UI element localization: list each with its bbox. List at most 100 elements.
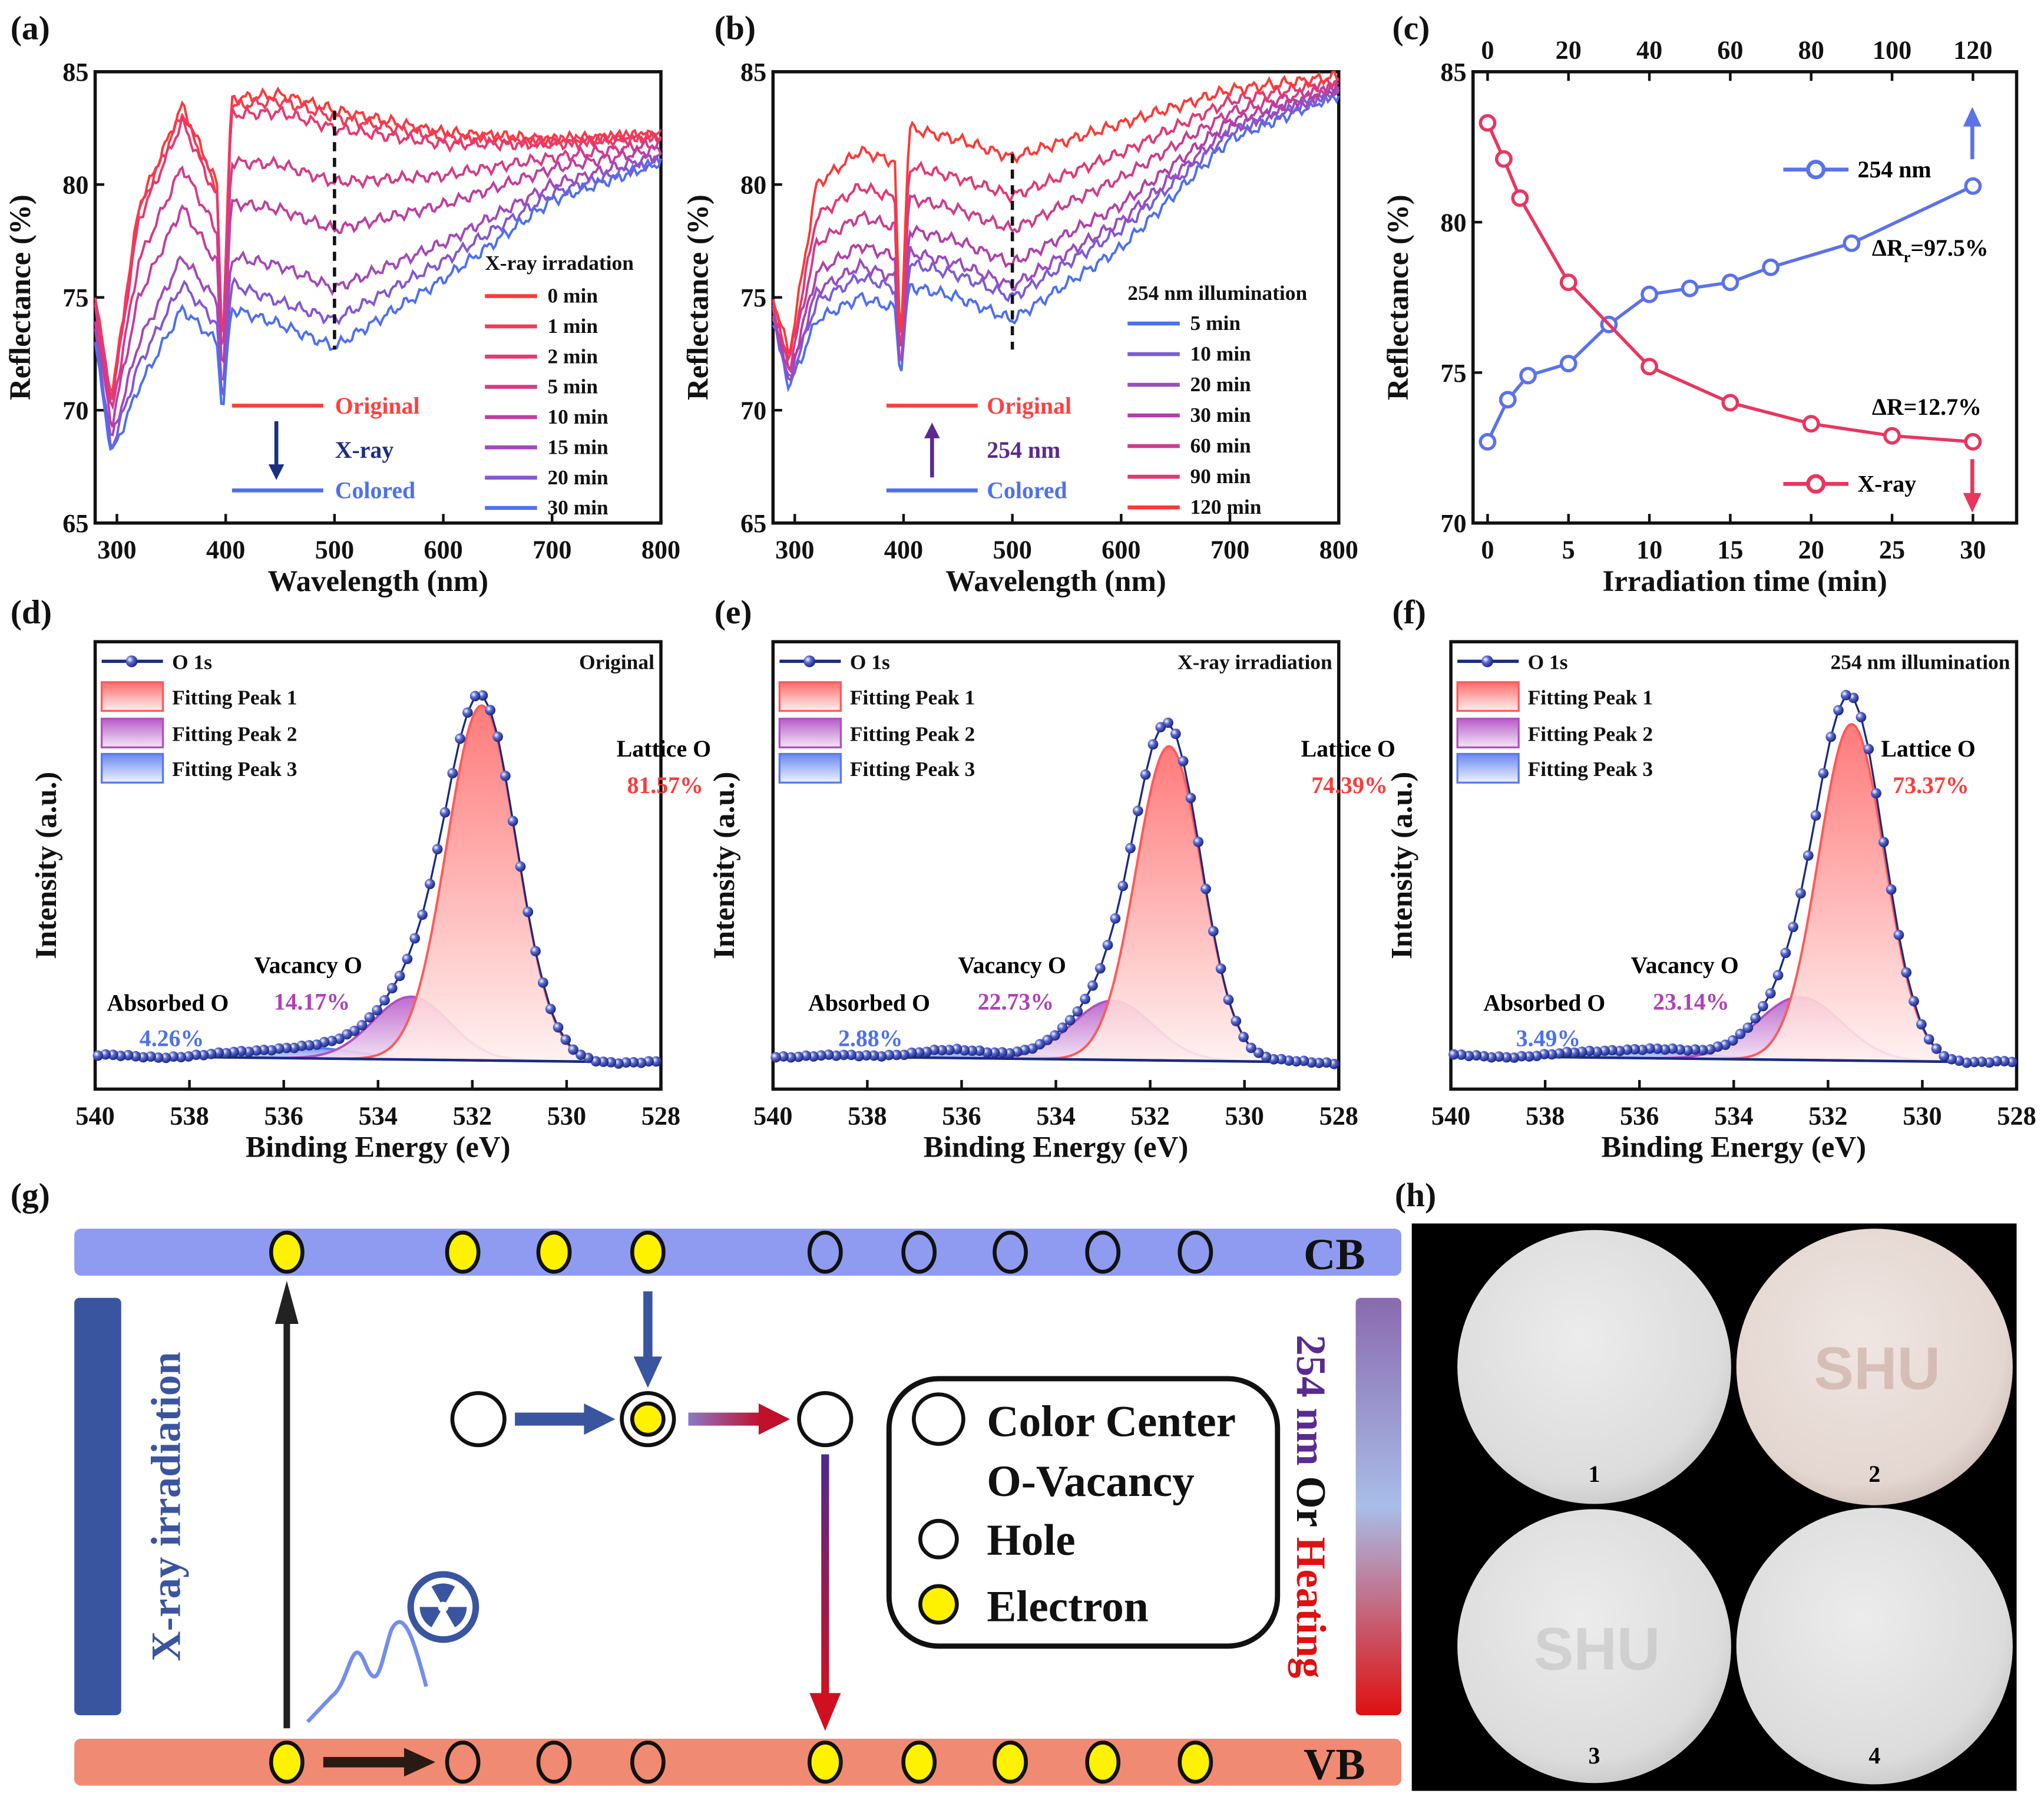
legend-entry: 10 min bbox=[547, 405, 608, 428]
o1s-data-point bbox=[311, 1039, 322, 1050]
o1s-data-point bbox=[1727, 1035, 1738, 1046]
o1s-data-point bbox=[469, 691, 481, 702]
legend-entry: 30 min bbox=[1190, 403, 1251, 427]
data-point bbox=[1721, 273, 1739, 292]
o1s-data-point bbox=[576, 1049, 586, 1061]
y-tick-label: 65 bbox=[62, 509, 88, 538]
o1s-data-point bbox=[1050, 1030, 1060, 1041]
o1s-data-point bbox=[1314, 1058, 1324, 1068]
data-point bbox=[1883, 427, 1901, 445]
legend-peak-swatch bbox=[1456, 681, 1520, 712]
panel-b-annotations: 254 nm illumination Original 254 nm Colo… bbox=[886, 281, 1307, 504]
x-tick-label: 600 bbox=[424, 535, 462, 564]
o1s-data-point bbox=[1493, 1051, 1504, 1062]
x-tick-label: 10 bbox=[1636, 535, 1662, 564]
diagram-legend bbox=[886, 1376, 1281, 1649]
o1s-data-point bbox=[402, 953, 413, 965]
o1s-data-point bbox=[447, 768, 458, 779]
x-tick-label: 532 bbox=[1808, 1101, 1847, 1130]
o1s-data-point bbox=[356, 1020, 368, 1031]
legend-entry: 20 min bbox=[1190, 372, 1251, 396]
cb-hole bbox=[901, 1230, 937, 1274]
o1s-data-point bbox=[432, 844, 443, 855]
y-tick-label: 80 bbox=[740, 171, 766, 200]
x-tick-label: 532 bbox=[453, 1101, 492, 1130]
data-point bbox=[1499, 391, 1517, 409]
arrowhead bbox=[268, 464, 285, 480]
cb-hole bbox=[1178, 1230, 1213, 1274]
legend-color-center-icon bbox=[912, 1392, 965, 1446]
vb-electron bbox=[269, 1740, 305, 1784]
arrowhead bbox=[404, 1748, 436, 1777]
o1s-data-point bbox=[160, 1052, 171, 1064]
spectrum-10-min bbox=[94, 144, 662, 428]
o1s-data-point bbox=[1802, 850, 1814, 861]
x-axis-label: Wavelength (nm) bbox=[268, 565, 489, 598]
band-states bbox=[269, 1230, 1213, 1784]
o1s-data-point bbox=[1193, 836, 1204, 847]
o1s-data-point bbox=[1893, 929, 1904, 940]
o1s-data-point bbox=[1042, 1035, 1053, 1045]
legend-peak-2: Fitting Peak 2 bbox=[172, 722, 297, 745]
o1s-data-point bbox=[1825, 731, 1837, 742]
o1s-data-point bbox=[1200, 883, 1211, 894]
o1s-data-point bbox=[1871, 788, 1881, 799]
cb-hole bbox=[993, 1230, 1028, 1274]
o1s-data-point bbox=[1554, 1048, 1565, 1059]
panel-label-a: (a) bbox=[11, 9, 50, 47]
legend-color-center: Color Center bbox=[987, 1397, 1236, 1446]
vacancy-o-percent: 22.73% bbox=[978, 988, 1054, 1015]
legend-entry: 15 min bbox=[547, 435, 608, 458]
data-point bbox=[1559, 355, 1577, 373]
vacancy-o-percent: 23.14% bbox=[1653, 988, 1729, 1015]
arrowhead bbox=[274, 1280, 299, 1324]
absorbed-o-percent: 3.49% bbox=[1516, 1025, 1581, 1051]
o1s-data-point bbox=[1765, 988, 1776, 999]
legend-peak-swatch bbox=[100, 681, 164, 712]
o1s-data-point bbox=[236, 1046, 247, 1056]
o1s-data-point bbox=[1147, 739, 1159, 750]
panel-label-d: (d) bbox=[11, 594, 52, 631]
o1s-data-point bbox=[281, 1042, 292, 1053]
top-tick-label: 60 bbox=[1717, 36, 1743, 65]
o1s-data-point bbox=[989, 1047, 1000, 1058]
o1s-data-point bbox=[1087, 980, 1098, 991]
o1s-data-point bbox=[1923, 1034, 1934, 1045]
o1s-data-point bbox=[515, 861, 526, 872]
x-tick-label: 534 bbox=[1036, 1101, 1075, 1130]
chart-f: 540 538 536 534 532 530 528 Binding Energy (eV)… bbox=[1386, 640, 2036, 1164]
y-tick-label: 75 bbox=[62, 283, 88, 312]
y-tick-label: 75 bbox=[1440, 359, 1466, 388]
x-tick-label: 500 bbox=[315, 535, 354, 564]
data-point bbox=[1519, 366, 1537, 385]
o1s-data-point bbox=[1140, 769, 1151, 780]
legend-entry: 1 min bbox=[547, 314, 598, 338]
sample-disc-4 bbox=[1736, 1508, 2013, 1785]
recombination-arrow bbox=[821, 1454, 829, 1696]
o1s-data-point bbox=[1132, 805, 1143, 817]
o1s-data-point bbox=[289, 1042, 300, 1053]
o1s-data-point bbox=[1833, 705, 1844, 716]
legend-label-254nm: 254 nm bbox=[1858, 156, 1931, 183]
o1s-data-point bbox=[1546, 1049, 1557, 1060]
legend-marker bbox=[1806, 160, 1826, 180]
chart-a: 300 400 500 600 700 800 65 70 75 80 85 Wavelength (… bbox=[4, 58, 680, 598]
label-vacancy-o: Vacancy O bbox=[1630, 952, 1738, 978]
o1s-data-point bbox=[439, 807, 451, 818]
o1s-data-point bbox=[538, 977, 548, 988]
o1s-data-point bbox=[1094, 963, 1106, 974]
chart-d: 540 538 536 534 532 530 528 Binding Energy (eV)… bbox=[30, 640, 711, 1164]
x-tick-label: 400 bbox=[206, 535, 245, 564]
o1s-data-point bbox=[1531, 1051, 1542, 1062]
x-tick-label: 700 bbox=[1210, 535, 1249, 564]
x-tick-label: 540 bbox=[753, 1101, 792, 1130]
y-axis-label: Reflectance (%) bbox=[4, 194, 37, 400]
o1s-data-point bbox=[891, 1049, 902, 1061]
x-tick-label: 700 bbox=[533, 535, 571, 564]
o1s-data-point bbox=[606, 1056, 617, 1068]
x-axis-label: Wavelength (nm) bbox=[945, 565, 1166, 598]
photo-label-1: 1 bbox=[1589, 1461, 1600, 1487]
y-tick-label: 85 bbox=[62, 58, 88, 87]
x-axis-label: Irradiation time (min) bbox=[1602, 565, 1887, 598]
